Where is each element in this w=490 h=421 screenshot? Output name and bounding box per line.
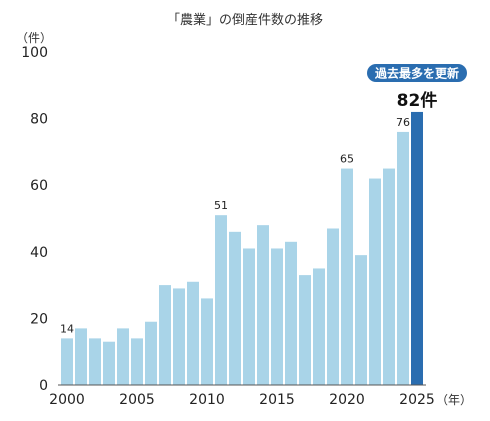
bar [383,168,395,385]
bars-group [61,111,423,385]
highlight-value-callout: 82件 [397,90,438,111]
bar [89,338,101,385]
data-labels: 14 51 65 76 [60,116,410,335]
x-tick-label: 2000 [49,392,85,408]
y-tick-label: 20 [30,311,48,327]
bar [299,275,311,385]
bar [173,288,185,385]
y-tick-label: 80 [30,112,48,128]
highlight-annotation: 過去最多を更新 82件 [367,64,467,111]
bar [61,338,73,385]
bar [285,241,297,385]
y-tick-label: 0 [39,378,48,394]
x-tick-label: 2020 [329,392,365,408]
bar [397,131,409,385]
bar [117,328,129,385]
data-label: 76 [396,116,410,129]
x-tick-label: 2025 [399,392,435,408]
data-label: 14 [60,322,74,335]
y-tick-label: 100 [21,45,48,61]
record-badge-text: 過去最多を更新 [374,66,459,81]
bar [341,168,353,385]
data-label: 65 [340,153,354,166]
bar [145,321,157,385]
y-axis: 0 20 40 60 80 100 [21,45,48,394]
x-tick-label: 2005 [119,392,155,408]
bar [355,255,367,385]
x-axis: 2000 2005 2010 2015 2020 2025 [49,392,435,408]
x-tick-label: 2010 [189,392,225,408]
x-axis-unit: （年） [436,393,472,407]
bar [257,225,269,385]
bar [215,215,227,385]
y-axis-unit: （件） [16,31,52,45]
bar [327,228,339,385]
bar [159,285,171,385]
y-tick-label: 40 [30,245,48,261]
bar-highlight [411,111,423,385]
bar [131,338,143,385]
chart-title: 「農業」の倒産件数の推移 [167,12,323,28]
record-badge [367,64,467,82]
bar [75,328,87,385]
bar [201,298,213,385]
data-label: 51 [214,199,228,212]
bar [369,178,381,385]
bar [271,248,283,385]
bar [103,341,115,385]
bar [313,268,325,385]
x-tick-label: 2015 [259,392,295,408]
bar [187,281,199,385]
bar [229,231,241,385]
y-tick-label: 60 [30,178,48,194]
bar [243,248,255,385]
